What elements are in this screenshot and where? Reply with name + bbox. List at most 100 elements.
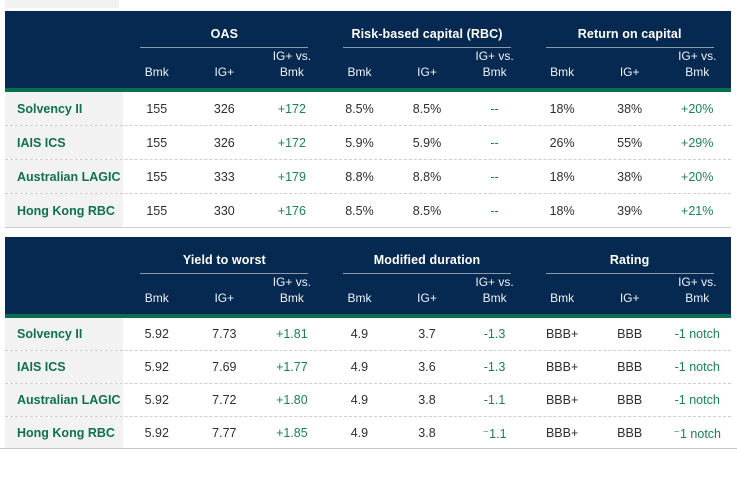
cell-value: 39% <box>617 203 643 218</box>
cell-diff-value: +20% <box>681 169 714 184</box>
cell-diff-value: -1.1 <box>483 393 506 407</box>
cell-value: 3.6 <box>418 360 436 374</box>
subheader-ig-vs-line2: Bmk <box>482 290 507 305</box>
subheader-bmk: Bmk <box>144 64 169 79</box>
group-underline <box>342 47 511 48</box>
group-underline <box>342 273 511 274</box>
cell-value: 7.72 <box>212 393 237 407</box>
cell-value: 3.8 <box>418 426 436 440</box>
column-group-return-on-capital: Return on capital Bmk IG+ IG+ vs. Bmk <box>528 11 731 88</box>
subheader-ig: IG+ <box>619 64 640 79</box>
cell-value: 38% <box>617 169 643 184</box>
row-label: Hong Kong RBC <box>5 194 123 227</box>
cell-value: 8.8% <box>345 169 374 184</box>
table-row: Australian LAGIC 155 333 +179 8.8% 8.8% … <box>5 159 731 193</box>
group-underline <box>545 273 714 274</box>
group-title: Rating <box>609 253 650 267</box>
subheader-ig-vs-line1: IG+ vs. <box>475 275 514 290</box>
cell-value: 5.9% <box>412 135 442 150</box>
cell-value: BBB+ <box>545 393 579 407</box>
header-corner <box>5 237 123 314</box>
subheader-ig: IG+ <box>214 290 235 305</box>
cell-value: 4.9 <box>350 360 369 374</box>
table-row: Australian LAGIC 5.92 7.72 +1.80 4.9 3.8… <box>5 383 731 416</box>
group-title: Risk-based capital (RBC) <box>351 27 503 41</box>
subheader-row: Bmk IG+ IG+ vs. Bmk <box>326 49 529 88</box>
table-body: Solvency II 5.92 7.73 +1.81 4.9 3.7 -1.3… <box>5 318 731 449</box>
cell-diff-value: +172 <box>277 101 306 116</box>
capital-metrics-table: OAS Bmk IG+ IG+ vs. Bmk Risk-based capita… <box>5 11 731 228</box>
cell-diff-value: +1.85 <box>276 426 308 440</box>
cell-value: 26% <box>549 135 575 150</box>
group-underline <box>545 47 714 48</box>
subheader-ig-vs-bmk: IG+ vs. Bmk <box>258 49 326 80</box>
subheader-row: Bmk IG+ IG+ vs. Bmk <box>123 275 326 314</box>
cell-diff-value: +1.81 <box>276 327 308 341</box>
cell-value: 155 <box>146 169 168 184</box>
table-row: IAIS ICS 5.92 7.69 +1.77 4.9 3.6 -1.3 BB… <box>5 350 731 383</box>
cell-diff-value: -- <box>490 169 499 184</box>
table-row: IAIS ICS 155 326 +172 5.9% 5.9% -- 26% 5… <box>5 125 731 159</box>
cell-value: 155 <box>146 135 168 150</box>
column-group-rating: Rating Bmk IG+ IG+ vs. Bmk <box>528 237 731 314</box>
cell-value: 18% <box>549 169 575 184</box>
subheader-ig-vs-line2: Bmk <box>279 64 304 79</box>
cell-diff-value: +29% <box>681 135 714 150</box>
cell-value: 5.92 <box>144 393 169 407</box>
cell-diff-value: +1.77 <box>276 360 308 374</box>
cell-diff-value: +176 <box>277 203 306 218</box>
cell-value: 8.5% <box>412 203 442 218</box>
subheader-ig: IG+ <box>417 64 437 79</box>
cell-value: 333 <box>213 169 235 184</box>
cell-value: 330 <box>213 203 235 218</box>
cell-value: 5.92 <box>144 327 169 341</box>
cell-value: BBB+ <box>545 426 579 440</box>
row-label: Solvency II <box>5 92 123 125</box>
cell-value: 326 <box>213 101 235 116</box>
table-body: Solvency II 155 326 +172 8.5% 8.5% -- 18… <box>5 92 731 228</box>
subheader-row: Bmk IG+ IG+ vs. Bmk <box>123 49 326 88</box>
cell-value: BBB+ <box>545 360 579 374</box>
row-label: Solvency II <box>5 318 123 350</box>
cell-diff-value: -- <box>490 101 499 116</box>
portfolio-metrics-table: Yield to worst Bmk IG+ IG+ vs. Bmk Modifi… <box>5 237 731 449</box>
cell-value: 8.8% <box>412 169 442 184</box>
row-label: IAIS ICS <box>5 351 123 383</box>
cell-value: 5.92 <box>144 360 169 374</box>
row-label: Hong Kong RBC <box>5 417 123 449</box>
subheader-bmk: Bmk <box>550 290 575 305</box>
cell-diff-value: ⁻1 notch <box>673 426 722 441</box>
cell-value: BBB <box>617 393 643 407</box>
subheader-ig: IG+ <box>214 64 235 79</box>
cell-value: BBB <box>617 360 643 374</box>
group-title: OAS <box>210 27 239 41</box>
cell-value: 8.5% <box>345 101 374 116</box>
cell-value: BBB+ <box>545 327 579 341</box>
column-group-yield-to-worst: Yield to worst Bmk IG+ IG+ vs. Bmk <box>123 237 326 314</box>
cell-diff-value: -1.3 <box>483 327 506 341</box>
cell-diff-value: ⁻1.1 <box>482 426 507 441</box>
cell-value: 18% <box>549 101 575 116</box>
cell-value: BBB <box>617 327 643 341</box>
cell-diff-value: -- <box>490 203 499 218</box>
cell-value: 18% <box>549 203 575 218</box>
cell-value: 7.69 <box>212 360 237 374</box>
cell-value: 4.9 <box>350 426 369 440</box>
cell-value: 3.7 <box>418 327 436 341</box>
cell-value: BBB <box>617 426 643 440</box>
subheader-ig-vs-bmk: IG+ vs. Bmk <box>258 275 326 306</box>
cell-diff-value: +1.80 <box>276 393 308 407</box>
subheader-ig-vs-line1: IG+ vs. <box>678 49 717 64</box>
subheader-ig-vs-bmk: IG+ vs. Bmk <box>663 275 731 306</box>
row-label: Australian LAGIC <box>5 160 123 193</box>
table-row: Hong Kong RBC 5.92 7.77 +1.85 4.9 3.8 ⁻1… <box>5 416 731 449</box>
subheader-ig-vs-bmk: IG+ vs. Bmk <box>461 49 529 80</box>
table-header: OAS Bmk IG+ IG+ vs. Bmk Risk-based capita… <box>5 11 731 88</box>
header-accent-bar <box>5 88 731 92</box>
subheader-ig-vs-line1: IG+ vs. <box>678 275 717 290</box>
group-underline <box>140 47 309 48</box>
subheader-row: Bmk IG+ IG+ vs. Bmk <box>326 275 529 314</box>
group-title: Modified duration <box>373 253 481 267</box>
cell-diff-value: -1 notch <box>674 327 720 341</box>
